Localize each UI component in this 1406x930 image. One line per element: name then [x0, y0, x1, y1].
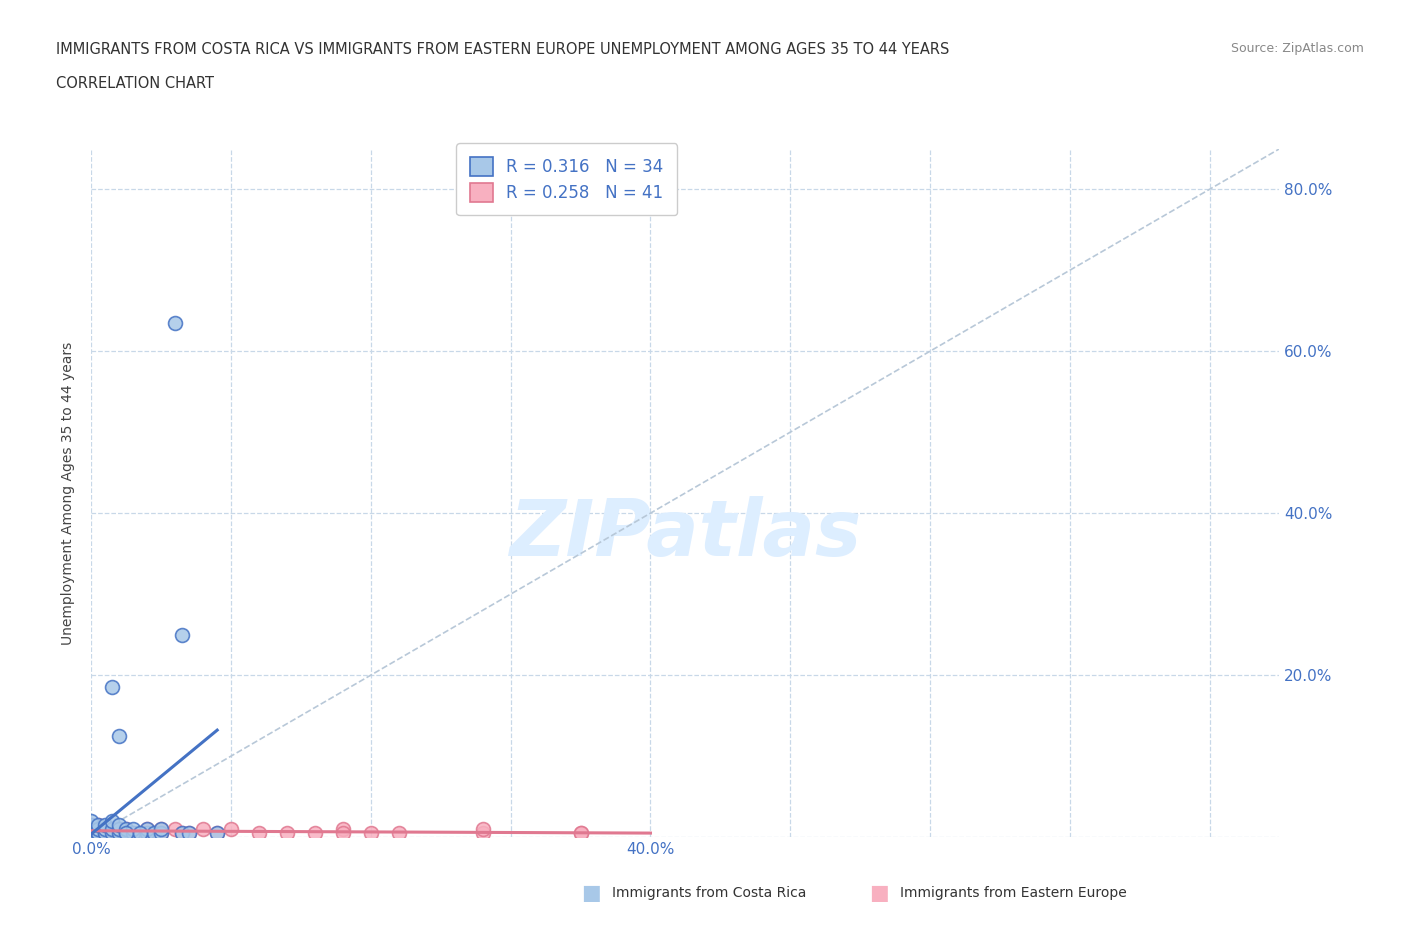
Point [115, 821, 138, 836]
Point [247, 826, 270, 841]
Point [94, 826, 117, 841]
Point [87, 821, 110, 836]
Point [80, 826, 103, 841]
Point [80, 821, 103, 836]
Point [172, 826, 194, 841]
Point [304, 826, 326, 841]
Point [80, 826, 103, 841]
Point [108, 826, 131, 841]
Point [94, 821, 117, 836]
Point [80, 821, 103, 836]
Point [115, 826, 138, 841]
Point [150, 821, 173, 836]
Point [115, 826, 138, 841]
Point [136, 821, 159, 836]
Y-axis label: Unemployment Among Ages 35 to 44 years: Unemployment Among Ages 35 to 44 years [62, 341, 76, 644]
Point [332, 821, 354, 836]
Point [101, 821, 124, 836]
Point [94, 826, 117, 841]
Legend: R = 0.316   N = 34, R = 0.258   N = 41: R = 0.316 N = 34, R = 0.258 N = 41 [457, 143, 676, 215]
Point [360, 826, 382, 841]
Point [87, 826, 110, 841]
Text: Immigrants from Eastern Europe: Immigrants from Eastern Europe [900, 885, 1126, 900]
Point [150, 821, 173, 836]
Point [80, 826, 103, 841]
Point [101, 821, 124, 836]
Text: Immigrants from Costa Rica: Immigrants from Costa Rica [612, 885, 806, 900]
Point [108, 817, 131, 832]
Point [471, 826, 494, 841]
Text: Source: ZipAtlas.com: Source: ZipAtlas.com [1230, 42, 1364, 55]
Point [150, 826, 173, 841]
Point [388, 826, 411, 841]
Point [276, 826, 298, 841]
Point [122, 826, 145, 841]
Point [165, 821, 187, 836]
Point [80, 817, 103, 832]
Point [205, 826, 228, 841]
Point [94, 826, 117, 841]
Point [101, 814, 124, 829]
Point [101, 826, 124, 841]
Point [179, 826, 201, 841]
Point [122, 826, 145, 841]
Point [115, 821, 138, 836]
Point [80, 817, 103, 832]
Text: ■: ■ [581, 883, 600, 903]
Point [205, 826, 228, 841]
Point [101, 826, 124, 841]
Point [136, 826, 159, 841]
Text: ZIPatlas: ZIPatlas [509, 497, 862, 572]
Point [101, 680, 124, 695]
Point [80, 814, 103, 829]
Point [165, 315, 187, 330]
Point [172, 826, 194, 841]
Point [122, 821, 145, 836]
Point [569, 826, 592, 841]
Point [129, 826, 152, 841]
Point [219, 821, 242, 836]
Point [136, 826, 159, 841]
Text: ■: ■ [869, 883, 889, 903]
Text: IMMIGRANTS FROM COSTA RICA VS IMMIGRANTS FROM EASTERN EUROPE UNEMPLOYMENT AMONG : IMMIGRANTS FROM COSTA RICA VS IMMIGRANTS… [56, 42, 949, 57]
Point [87, 826, 110, 841]
Point [80, 826, 103, 841]
Point [108, 821, 131, 836]
Point [94, 826, 117, 841]
Point [80, 821, 103, 836]
Point [108, 821, 131, 836]
Point [569, 826, 592, 841]
Point [87, 826, 110, 841]
Point [80, 826, 103, 841]
Point [143, 826, 166, 841]
Point [87, 821, 110, 836]
Point [136, 821, 159, 836]
Text: CORRELATION CHART: CORRELATION CHART [56, 76, 214, 91]
Point [80, 821, 103, 836]
Point [179, 826, 201, 841]
Point [80, 821, 103, 836]
Point [87, 821, 110, 836]
Point [108, 826, 131, 841]
Point [193, 821, 215, 836]
Point [94, 817, 117, 832]
Point [108, 728, 131, 743]
Point [87, 817, 110, 832]
Point [115, 826, 138, 841]
Point [143, 826, 166, 841]
Point [471, 821, 494, 836]
Point [332, 826, 354, 841]
Point [150, 826, 173, 841]
Point [87, 826, 110, 841]
Point [94, 821, 117, 836]
Point [129, 826, 152, 841]
Point [87, 817, 110, 832]
Point [172, 627, 194, 642]
